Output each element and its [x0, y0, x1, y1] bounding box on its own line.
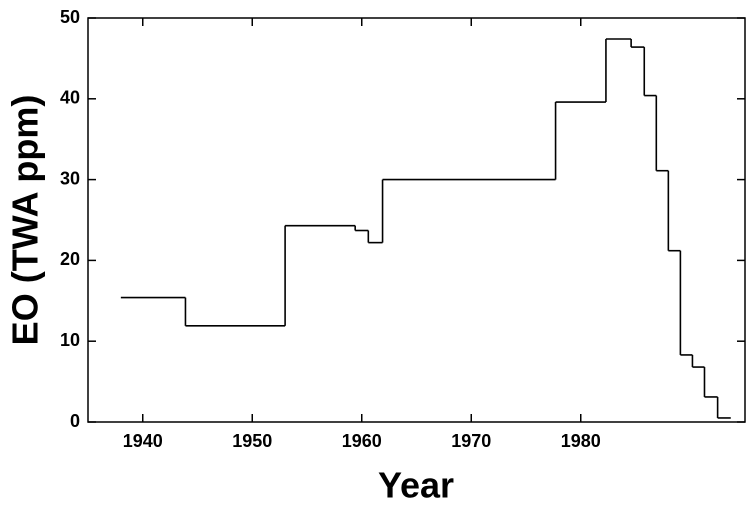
x-tick-label: 1950 [232, 431, 272, 451]
y-tick-label: 20 [60, 249, 80, 269]
y-tick-label: 0 [70, 411, 80, 431]
y-tick-label: 30 [60, 168, 80, 188]
plot-frame [87, 17, 746, 423]
y-axis-label: EO (TWA ppm) [5, 95, 46, 346]
x-tick-label: 1970 [451, 431, 491, 451]
y-tick-label: 40 [60, 88, 80, 108]
x-tick-label: 1940 [123, 431, 163, 451]
y-tick-label: 10 [60, 330, 80, 350]
x-axis-label: Year [378, 465, 454, 506]
x-tick-label: 1980 [561, 431, 601, 451]
y-tick-label: 50 [60, 7, 80, 27]
x-tick-label: 1960 [342, 431, 382, 451]
